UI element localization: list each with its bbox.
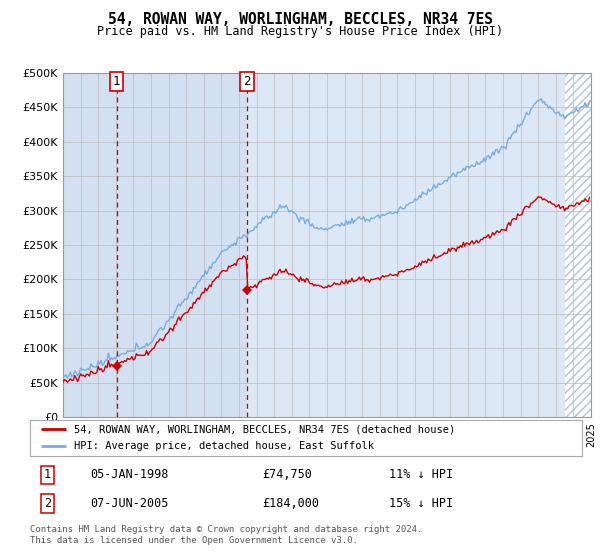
Text: Contains HM Land Registry data © Crown copyright and database right 2024.
This d: Contains HM Land Registry data © Crown c… — [30, 525, 422, 545]
Text: Price paid vs. HM Land Registry's House Price Index (HPI): Price paid vs. HM Land Registry's House … — [97, 25, 503, 38]
Text: 54, ROWAN WAY, WORLINGHAM, BECCLES, NR34 7ES: 54, ROWAN WAY, WORLINGHAM, BECCLES, NR34… — [107, 12, 493, 27]
Text: HPI: Average price, detached house, East Suffolk: HPI: Average price, detached house, East… — [74, 441, 374, 451]
Text: 2: 2 — [44, 497, 51, 510]
Text: 05-JAN-1998: 05-JAN-1998 — [91, 468, 169, 481]
Text: 2: 2 — [244, 75, 251, 88]
Text: 15% ↓ HPI: 15% ↓ HPI — [389, 497, 453, 510]
Text: 11% ↓ HPI: 11% ↓ HPI — [389, 468, 453, 481]
Text: 54, ROWAN WAY, WORLINGHAM, BECCLES, NR34 7ES (detached house): 54, ROWAN WAY, WORLINGHAM, BECCLES, NR34… — [74, 424, 455, 434]
Bar — [63, 73, 247, 417]
Text: £74,750: £74,750 — [262, 468, 312, 481]
Text: £184,000: £184,000 — [262, 497, 319, 510]
Bar — [565, 73, 591, 417]
Text: 1: 1 — [44, 468, 51, 481]
Text: 07-JUN-2005: 07-JUN-2005 — [91, 497, 169, 510]
Text: 1: 1 — [113, 75, 120, 88]
